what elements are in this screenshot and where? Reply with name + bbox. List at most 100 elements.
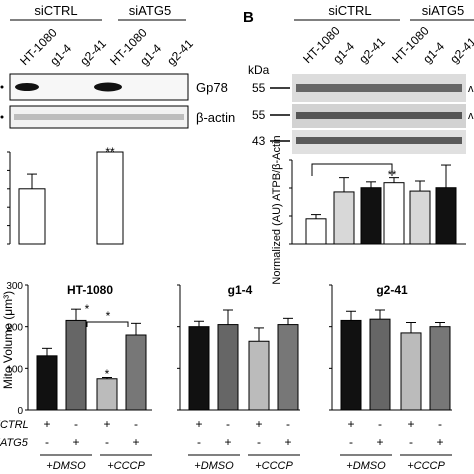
g1-4-title: g1-4	[228, 283, 253, 297]
panel-a-lane-5: g1-4	[137, 41, 164, 68]
panel-a-chart: **	[7, 145, 124, 245]
panel-a-group-label-1: siCTRL	[34, 3, 77, 18]
sign-row2: -	[45, 435, 49, 449]
panel-b-lane-3: g2-41	[356, 34, 388, 66]
sign-row2: +	[284, 435, 291, 449]
panel-a-lane-3: g2-41	[77, 36, 109, 68]
sign-row1: +	[347, 417, 354, 431]
blot-b-band-1	[296, 84, 462, 92]
sign-row2: +	[224, 435, 231, 449]
panel-b-group-label-2: siATG5	[422, 3, 464, 18]
ht1080-bar	[96, 378, 118, 411]
panel-b-lane-6: g2-41	[447, 34, 474, 66]
panel-b-bar	[383, 182, 405, 245]
kda-marker-3: 43	[252, 134, 266, 148]
sign-row2: +	[376, 435, 383, 449]
g1-4-bar	[277, 324, 299, 411]
mito-chart-ht1080: * * * 0 100 200 300 HT-1080	[6, 281, 152, 417]
blot-gp78-marker	[0, 85, 4, 89]
blot-b-side-mark-2: ʌ	[468, 110, 474, 122]
condition-label-3: +DMSO	[194, 460, 234, 472]
condition-label-4: +CCCP	[255, 460, 293, 472]
panel-b-letter: B	[243, 9, 254, 26]
ht1080-star-1: *	[85, 302, 90, 316]
row-label-1: siCTRL	[0, 419, 29, 431]
sign-row1: -	[438, 417, 442, 431]
sign-row2: +	[132, 435, 139, 449]
g2-41-title: g2-41	[376, 283, 408, 297]
kda-title: kDa	[248, 63, 270, 77]
ht1080-y-tick-label: 0	[17, 406, 23, 417]
panel-a-lane-2: g1-4	[47, 41, 74, 68]
row-label-2: siATG5	[0, 437, 29, 449]
panel-b-lane-5: g1-4	[420, 39, 447, 66]
panel-b-bar	[360, 187, 382, 245]
panel-a-lane-6: g2-41	[164, 36, 196, 68]
g1-4-bar	[248, 340, 270, 411]
ht1080-y-tick-label: 300	[6, 281, 23, 292]
ht1080-bar	[36, 355, 58, 411]
ht1080-bracket	[86, 321, 129, 327]
panel-a-bar	[18, 188, 46, 245]
g1-4-bar	[188, 326, 210, 411]
panel-b-group-label-1: siCTRL	[328, 3, 371, 18]
panel-b-lane-2: g1-4	[330, 39, 357, 66]
ht1080-y-tick-label: 200	[6, 323, 23, 334]
ht1080-bar	[65, 319, 87, 411]
kda-marker-2: 55	[252, 108, 266, 122]
sign-row1: -	[378, 417, 382, 431]
sign-row2: -	[349, 435, 353, 449]
panel-b-chart: ** Normalized (AU) ATPB/β-Actin	[271, 135, 466, 285]
blot-gp78-band-2	[94, 82, 122, 92]
ht1080-star-2: *	[106, 309, 111, 323]
sign-row2: +	[72, 435, 79, 449]
condition-label-1: +DMSO	[46, 460, 86, 472]
ht1080-y-tick-label: 100	[6, 364, 23, 375]
panel-b-significance-bracket	[311, 163, 393, 176]
g1-4-bar	[217, 324, 239, 411]
g2-41-bar	[340, 319, 362, 411]
ht1080-bar	[125, 334, 147, 411]
sign-row2: -	[197, 435, 201, 449]
sign-row1: -	[226, 417, 230, 431]
sign-row1: +	[103, 417, 110, 431]
sign-row2: +	[436, 435, 443, 449]
panel-b-bar	[409, 190, 431, 245]
sign-row1: +	[195, 417, 202, 431]
panel-b-stars: **	[388, 169, 397, 181]
condition-label-6: +CCCP	[407, 460, 445, 472]
panel-a-group-label-2: siATG5	[129, 3, 171, 18]
g2-41-bar	[429, 326, 451, 411]
sign-row1: -	[286, 417, 290, 431]
condition-label-2: +CCCP	[107, 460, 145, 472]
mito-chart-g1-4: g1-4	[177, 283, 300, 411]
sign-row2: -	[257, 435, 261, 449]
blot-actin-marker	[0, 115, 4, 119]
blot-b-side-mark-1: ʌ	[468, 83, 474, 95]
condition-table: siCTRL siATG5 + - + - - + - + + - + - - + - + + - + - - + - + +…	[0, 417, 452, 472]
sign-row1: +	[43, 417, 50, 431]
mito-chart-g2-41: g2-41	[329, 283, 452, 411]
g2-41-bar	[400, 332, 422, 411]
panel-b-y-label: Normalized (AU) ATPB/β-Actin	[271, 135, 283, 284]
sign-row1: +	[255, 417, 262, 431]
ht1080-star-3: *	[105, 367, 110, 381]
sign-row2: -	[409, 435, 413, 449]
sign-row1: +	[407, 417, 414, 431]
ht1080-title: HT-1080	[67, 283, 113, 297]
panel-b-bar	[435, 187, 457, 245]
blot-b-band-3	[296, 137, 462, 144]
panel-a-blot: siCTRL siATG5 HT-1080 g1-4 g2-41 HT-1080…	[0, 3, 235, 129]
kda-marker-1: 55	[252, 81, 266, 95]
blot-actin-band-a	[14, 114, 184, 120]
blot-gp78-band-1	[15, 83, 39, 91]
panel-b-bar	[305, 218, 327, 245]
blot-b-band-2	[296, 112, 462, 119]
panel-b-blot: B siCTRL siATG5 HT-1080 g1-4 g2-41 HT-10…	[243, 3, 474, 154]
sign-row1: -	[134, 417, 138, 431]
panel-b-bar	[333, 191, 355, 245]
blot-gp78-label: Gp78	[196, 80, 228, 95]
condition-label-5: +DMSO	[346, 460, 386, 472]
bottom-y-axis-title: Mito Volume (μm³)	[1, 291, 15, 389]
